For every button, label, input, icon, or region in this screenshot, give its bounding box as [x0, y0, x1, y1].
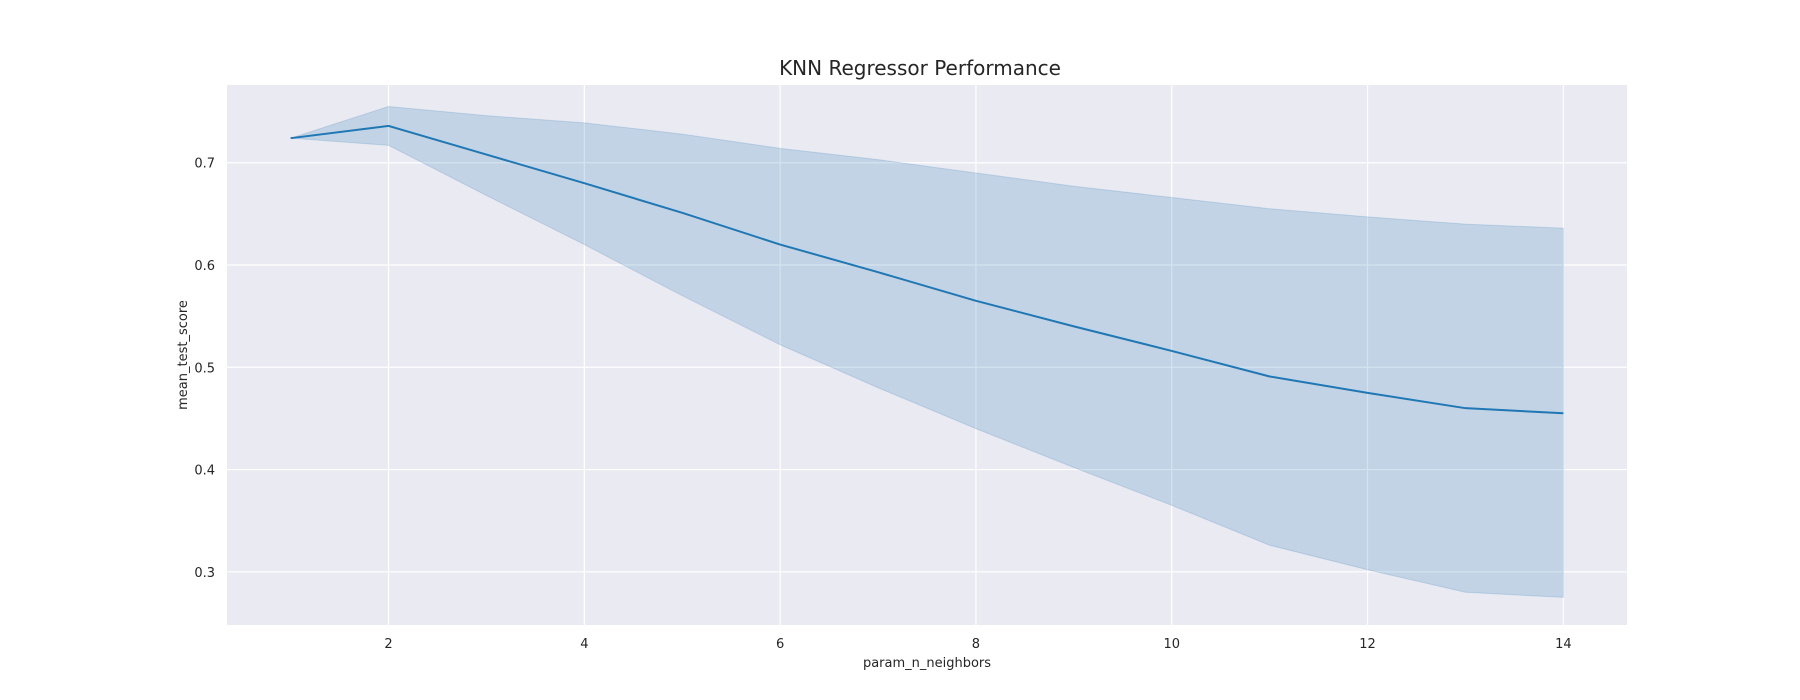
x-tick-labels: 2 4 6 8 10 12 14 [384, 637, 1571, 652]
chart-title: KNN Regressor Performance [779, 56, 1061, 80]
x-axis-label: param_n_neighbors [863, 656, 991, 671]
y-axis-label: mean_test_score [176, 300, 191, 410]
series-line [290, 124, 1564, 415]
y-tick-label: 0.3 [194, 566, 215, 581]
x-tick-label: 4 [580, 637, 588, 652]
grid-lines [227, 85, 1627, 625]
series-line-layer [290, 124, 1564, 415]
x-tick-label: 12 [1359, 637, 1376, 652]
plot-area [227, 85, 1627, 625]
x-tick-label: 6 [776, 637, 784, 652]
y-tick-label: 0.7 [194, 157, 215, 172]
y-tick-label: 0.5 [194, 361, 215, 376]
y-tick-label: 0.6 [194, 259, 215, 274]
x-tick-label: 10 [1163, 637, 1180, 652]
x-tick-label: 14 [1555, 637, 1572, 652]
y-tick-labels: 0.3 0.4 0.5 0.6 0.7 [194, 157, 215, 581]
x-tick-label: 8 [972, 637, 980, 652]
x-tick-label: 2 [384, 637, 392, 652]
y-tick-label: 0.4 [194, 464, 215, 479]
